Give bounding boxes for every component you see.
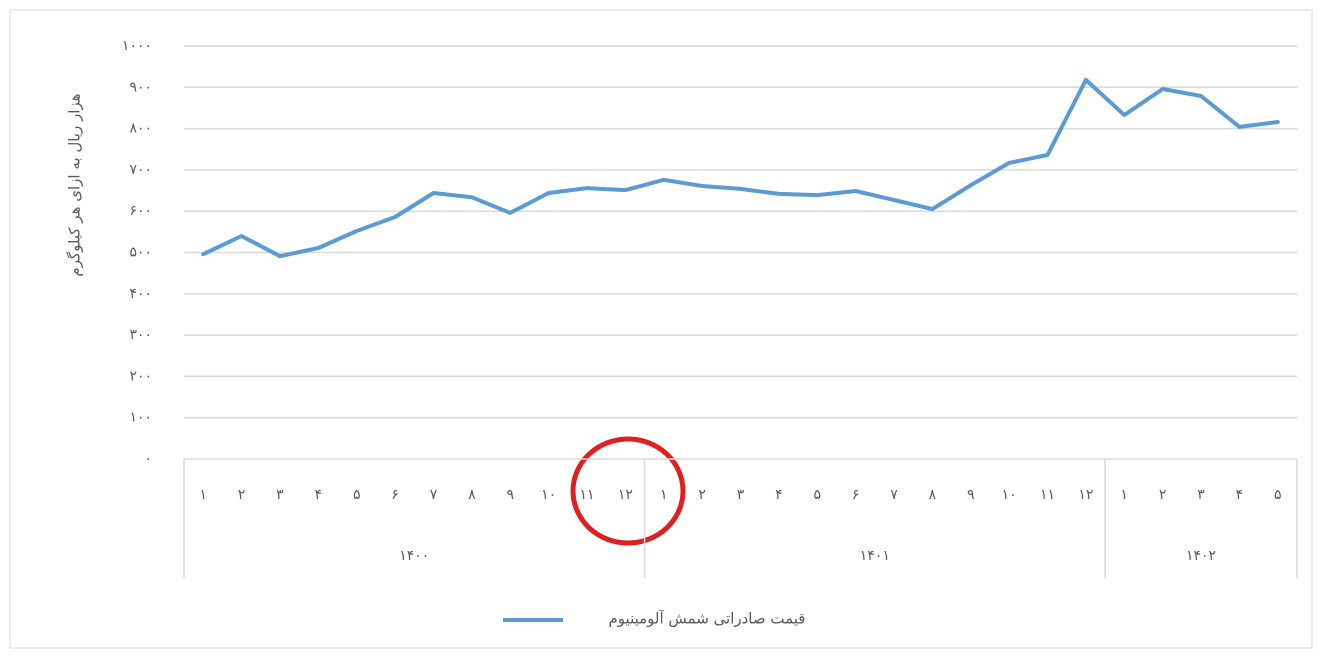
x-tick-label: ۱۰ <box>541 487 556 503</box>
x-tick-label: ۱ <box>660 487 668 503</box>
y-tick-label: ۸۰۰ <box>129 121 152 137</box>
y-tick-label: ۳۰۰ <box>129 327 152 343</box>
x-tick-label: ۶ <box>852 487 860 503</box>
x-tick-label: ۱ <box>199 487 207 503</box>
x-tick-label: ۱۱ <box>1040 487 1055 503</box>
legend-label: قیمت صادراتی شمش آلومینیوم <box>609 610 806 628</box>
x-tick-label: ۷ <box>430 487 438 503</box>
x-tick-label: ۱ <box>1121 487 1129 503</box>
x-tick-label: ۵ <box>1274 487 1282 503</box>
highlight-circle <box>570 436 686 546</box>
y-tick-label: ۱۰۰ <box>129 410 152 426</box>
x-tick-label: ۸ <box>929 487 937 503</box>
x-tick-label: ۱۰ <box>1002 487 1017 503</box>
x-tick-label: ۹ <box>967 487 975 503</box>
y-tick-label: ۱۰۰۰ <box>122 38 152 54</box>
x-tick-label: ۴ <box>315 487 323 503</box>
x-tick-label: ۴ <box>1236 487 1244 503</box>
x-tick-label: ۵ <box>353 487 361 503</box>
x-tick-label: ۲ <box>698 487 706 503</box>
x-tick-label: ۷ <box>890 487 898 503</box>
x-tick-label: ۲ <box>1159 487 1167 503</box>
x-tick-label: ۱۱ <box>579 487 594 503</box>
data-line <box>201 77 1280 259</box>
x-tick-label: ۴ <box>775 487 783 503</box>
x-tick-label: ۵ <box>813 487 821 503</box>
y-tick-label: ۷۰۰ <box>129 162 152 178</box>
group-label: ۱۴۰۲ <box>1186 548 1216 564</box>
chart-frame <box>9 9 1313 649</box>
x-tick-label: ۱۲ <box>618 487 633 503</box>
y-axis-label: هزار ریال به ازای هر کیلوگرم <box>66 93 84 276</box>
x-tick-label: ۳ <box>737 487 745 503</box>
x-tick-label: ۱۲ <box>1078 487 1093 503</box>
group-label: ۱۴۰۱ <box>860 548 890 564</box>
x-tick-label: ۳ <box>276 487 284 503</box>
y-tick-label: ۰ <box>144 451 152 467</box>
x-tick-label: ۸ <box>468 487 476 503</box>
x-tick-label: ۶ <box>391 487 399 503</box>
y-tick-label: ۴۰۰ <box>129 286 152 302</box>
y-tick-label: ۶۰۰ <box>129 203 152 219</box>
x-tick-label: ۹ <box>506 487 514 503</box>
y-tick-label: ۲۰۰ <box>129 368 152 384</box>
x-tick-label: ۲ <box>238 487 246 503</box>
y-tick-label: ۹۰۰ <box>129 79 152 95</box>
group-label: ۱۴۰۰ <box>399 548 429 564</box>
y-tick-label: ۵۰۰ <box>129 245 152 261</box>
x-tick-label: ۳ <box>1197 487 1205 503</box>
